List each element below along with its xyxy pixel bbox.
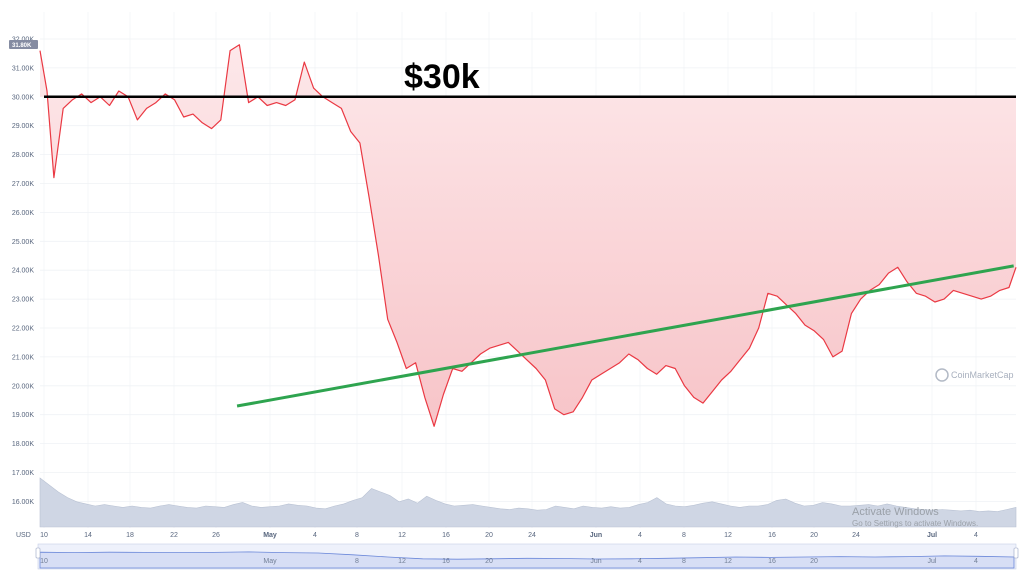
x-tick-label: 12	[724, 532, 732, 539]
coinmarketcap-logo-icon	[935, 368, 949, 382]
navigator-right-handle[interactable]	[1013, 547, 1019, 559]
x-tick-label: 10	[40, 532, 48, 539]
x-tick-label: 18	[126, 532, 134, 539]
x-tick-label: 8	[682, 532, 686, 539]
navigator-tick-label: 12	[724, 558, 732, 565]
y-tick-label: 27.00K	[12, 181, 35, 188]
x-tick-label: 20	[810, 532, 818, 539]
y-tick-label: 20.00K	[12, 383, 35, 390]
x-tick-label: 24	[528, 532, 536, 539]
navigator-area	[39, 551, 1015, 569]
price-area-fill	[40, 44, 1016, 427]
x-tick-label: 20	[485, 532, 493, 539]
activate-windows-title: Activate Windows	[852, 506, 939, 518]
y-tick-label: 21.00K	[12, 354, 35, 361]
y-tick-label: 31.00K	[12, 65, 35, 72]
x-tick-label: Jun	[590, 532, 602, 539]
navigator-tick-label: Jul	[928, 558, 937, 565]
x-tick-label: 26	[212, 532, 220, 539]
y-tick-label: 25.00K	[12, 239, 35, 246]
y-tick-label: 16.00K	[12, 499, 35, 506]
x-tick-label: May	[263, 532, 277, 539]
navigator-tick-label: 20	[485, 558, 493, 565]
x-tick-label: 24	[852, 532, 860, 539]
annotation-30k: $30k	[404, 58, 480, 96]
y-tick-label: 28.00K	[12, 152, 35, 159]
y-tick-label: 19.00K	[12, 412, 35, 419]
x-axis-tick-labels: 10 14 18 22 26 May 4 8 12 16 20 24 Jun 4 8 12 16 20 24 Jul 4	[40, 532, 978, 539]
currency-label: USD	[16, 532, 31, 539]
trend-line	[236, 264, 1014, 408]
y-tick-label: 22.00K	[12, 326, 35, 333]
x-tick-label: 12	[398, 532, 406, 539]
navigator-tick-label: 16	[768, 558, 776, 565]
x-tick-label: 14	[84, 532, 92, 539]
y-tick-label: 24.00K	[12, 268, 35, 275]
current-price-tag-label: 31.80K	[12, 43, 32, 49]
y-tick-label: 26.00K	[12, 210, 35, 217]
x-tick-label: Jul	[927, 532, 937, 539]
navigator-tick-label: May	[263, 558, 277, 565]
y-tick-label: 29.00K	[12, 123, 35, 130]
navigator-tick-label: 8	[682, 558, 686, 565]
x-tick-label: 4	[313, 532, 317, 539]
current-price-tag	[9, 40, 38, 49]
x-tick-label: 4	[974, 532, 978, 539]
y-tick-label: 23.00K	[12, 297, 35, 304]
x-tick-label: 4	[638, 532, 642, 539]
navigator-tick-label: 20	[810, 558, 818, 565]
navigator-tick-label: 10	[40, 558, 48, 565]
navigator-left-handle[interactable]	[35, 547, 41, 559]
navigator-tick-labels: 10 May 8 12 16 20 Jun 4 8 12 16 20 Jul 4	[40, 558, 978, 565]
navigator-tick-label: 4	[638, 558, 642, 565]
x-tick-label: 22	[170, 532, 178, 539]
y-tick-label: 17.00K	[12, 470, 35, 477]
navigator-tick-label: 12	[398, 558, 406, 565]
x-tick-label: 16	[442, 532, 450, 539]
watermark-text: CoinMarketCap	[951, 370, 1014, 380]
volume-area	[39, 477, 1017, 528]
coinmarketcap-watermark: CoinMarketCap	[935, 368, 1014, 382]
navigator-tick-label: 4	[974, 558, 978, 565]
activate-windows-subtitle: Go to Settings to activate Windows.	[852, 519, 978, 528]
y-axis-tick-labels: 32.00K31.00K30.00K29.00K28.00K27.00K26.0…	[12, 37, 35, 506]
y-tick-label: 30.00K	[12, 94, 35, 101]
y-tick-label: 18.00K	[12, 441, 35, 448]
x-tick-label: 8	[355, 532, 359, 539]
navigator-tick-label: 16	[442, 558, 450, 565]
price-line	[39, 44, 1017, 427]
navigator-tick-label: 8	[355, 558, 359, 565]
navigator-tick-label: Jun	[590, 558, 601, 565]
x-tick-label: 16	[768, 532, 776, 539]
